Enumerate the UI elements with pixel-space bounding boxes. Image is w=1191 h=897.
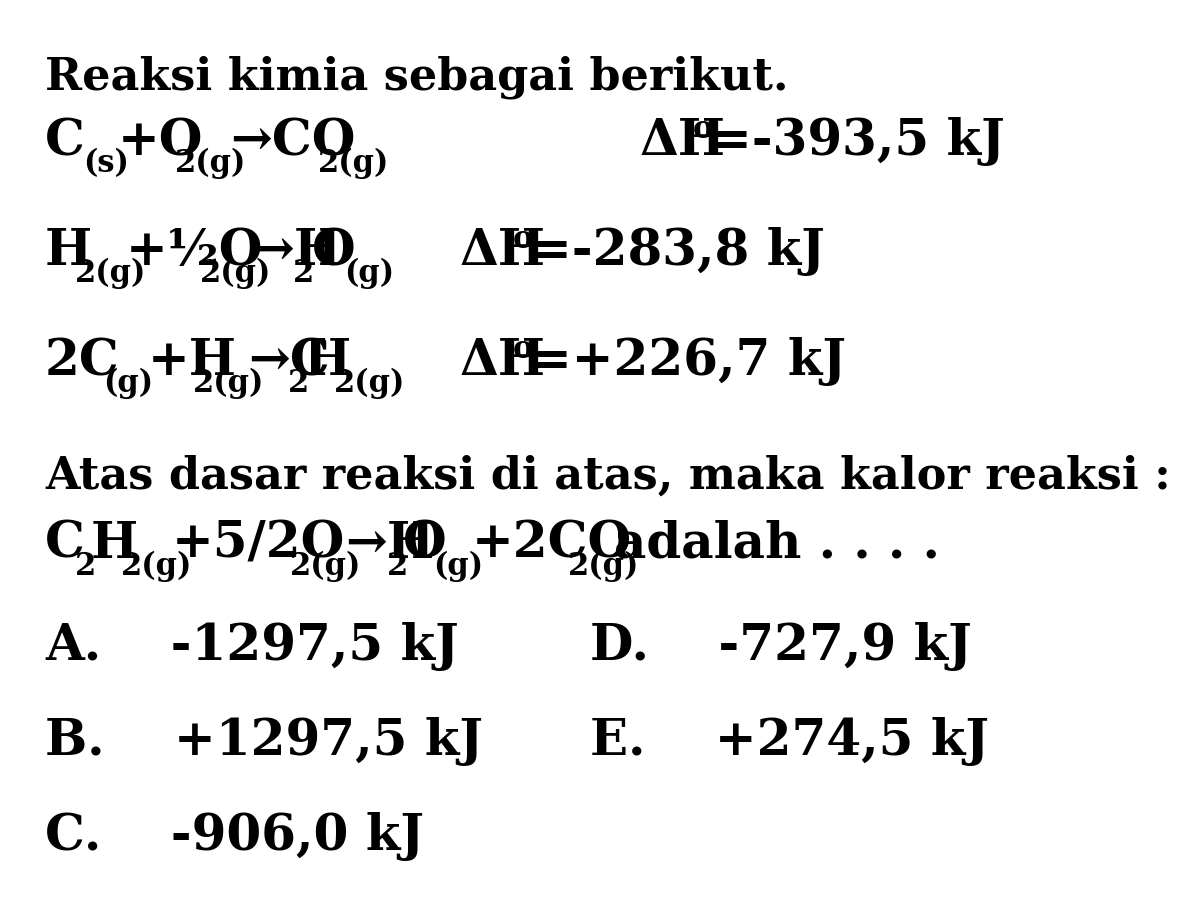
Text: C.    -906,0 kJ: C. -906,0 kJ: [45, 812, 424, 861]
Text: C: C: [45, 520, 85, 569]
Text: ΔH: ΔH: [460, 337, 545, 386]
Text: →H: →H: [252, 227, 341, 276]
Text: 2: 2: [293, 258, 314, 289]
Text: 2(g): 2(g): [121, 551, 193, 582]
Text: H: H: [45, 227, 92, 276]
Text: o: o: [513, 334, 534, 365]
Text: 2(g): 2(g): [289, 551, 361, 582]
Text: (g): (g): [434, 551, 484, 582]
Text: →C: →C: [248, 337, 330, 386]
Text: +H: +H: [148, 337, 237, 386]
Text: =-393,5 kJ: =-393,5 kJ: [710, 117, 1005, 166]
Text: o: o: [693, 114, 713, 145]
Text: +½O: +½O: [126, 227, 263, 276]
Text: C: C: [45, 117, 85, 166]
Text: 2(g): 2(g): [75, 257, 146, 289]
Text: (g): (g): [102, 368, 154, 399]
Text: o: o: [513, 224, 534, 255]
Text: A.    -1297,5 kJ: A. -1297,5 kJ: [45, 622, 459, 671]
Text: =-283,8 kJ: =-283,8 kJ: [530, 227, 825, 276]
Text: D.    -727,9 kJ: D. -727,9 kJ: [590, 622, 972, 671]
Text: 2: 2: [288, 368, 310, 399]
Text: 2(g): 2(g): [175, 148, 247, 179]
Text: adalah . . . .: adalah . . . .: [615, 520, 940, 569]
Text: 2(g): 2(g): [318, 148, 389, 179]
Text: +5/2O: +5/2O: [172, 520, 345, 569]
Text: 2(g): 2(g): [568, 551, 640, 582]
Text: O: O: [403, 520, 447, 569]
Text: ΔH: ΔH: [460, 227, 545, 276]
Text: 2(g): 2(g): [193, 368, 264, 399]
Text: +2CO: +2CO: [472, 520, 632, 569]
Text: E.    +274,5 kJ: E. +274,5 kJ: [590, 717, 989, 766]
Text: Reaksi kimia sebagai berikut.: Reaksi kimia sebagai berikut.: [45, 55, 788, 99]
Text: 2(g): 2(g): [200, 257, 272, 289]
Text: H: H: [304, 337, 351, 386]
Text: 2: 2: [387, 551, 409, 582]
Text: +O: +O: [118, 117, 204, 166]
Text: =+226,7 kJ: =+226,7 kJ: [530, 337, 846, 386]
Text: (g): (g): [344, 257, 394, 289]
Text: H: H: [91, 520, 138, 569]
Text: 2(g): 2(g): [333, 368, 405, 399]
Text: (s): (s): [83, 148, 129, 179]
Text: Atas dasar reaksi di atas, maka kalor reaksi :: Atas dasar reaksi di atas, maka kalor re…: [45, 455, 1171, 498]
Text: 2: 2: [75, 551, 96, 582]
Text: →CO: →CO: [230, 117, 355, 166]
Text: →H: →H: [345, 520, 435, 569]
Text: O: O: [312, 227, 356, 276]
Text: ΔH: ΔH: [640, 117, 727, 166]
Text: B.    +1297,5 kJ: B. +1297,5 kJ: [45, 717, 484, 766]
Text: 2C: 2C: [45, 337, 120, 386]
